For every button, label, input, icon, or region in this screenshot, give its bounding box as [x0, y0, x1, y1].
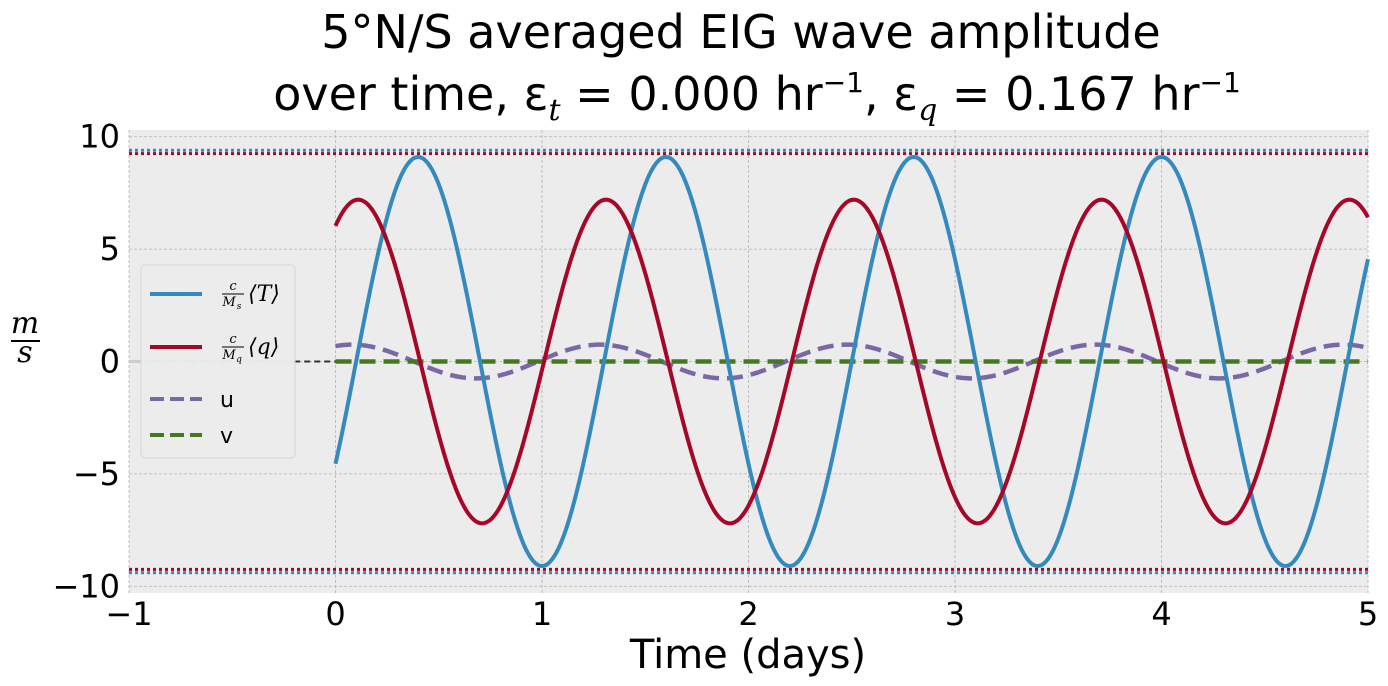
title-sep: , ε — [864, 67, 918, 121]
y-tick-label: 10 — [79, 118, 120, 156]
x-tick-label: 2 — [738, 595, 758, 633]
y-axis-label: m s — [11, 306, 40, 370]
legend-box — [140, 264, 296, 459]
legend-T-den: M — [221, 295, 236, 310]
x-ticks: −1 0 1 2 3 4 5 — [105, 595, 1378, 633]
chart-title-line1: 5°N/S averaged EIG wave amplitude — [321, 5, 1160, 59]
legend-q-den-sub: q — [236, 355, 242, 365]
x-tick-label: 5 — [1358, 595, 1378, 633]
series-line-u — [335, 342, 1369, 381]
y-tick-label: 5 — [100, 230, 120, 268]
legend-q-num: c — [229, 332, 237, 347]
legend-label-u: u — [220, 388, 234, 413]
legend-label-v: v — [220, 424, 233, 449]
y-ticks: −10 −5 0 5 10 — [52, 118, 120, 606]
x-tick-label: 0 — [325, 595, 345, 633]
x-tick-label: −1 — [105, 595, 152, 633]
x-tick-label: 4 — [1151, 595, 1171, 633]
y-tick-label: −5 — [73, 455, 120, 493]
legend-T-den-sub: s — [237, 302, 242, 312]
legend-T-var: ⟨T⟩ — [248, 282, 280, 307]
legend: c M s ⟨T⟩ c M q ⟨q⟩ u v — [140, 264, 296, 459]
y-axis-label-den: s — [17, 335, 32, 370]
x-axis-label: Time (days) — [629, 632, 866, 678]
legend-label-q: c M q ⟨q⟩ — [221, 332, 279, 365]
title-eq1: = 0.000 hr — [561, 67, 823, 121]
title-sup1: −1 — [823, 66, 864, 99]
title-eq2: = 0.167 hr — [937, 67, 1199, 121]
title-sup2: −1 — [1199, 66, 1240, 99]
series-group — [333, 154, 1370, 569]
title-sub-t: t — [548, 93, 561, 128]
y-axis-label-num: m — [11, 306, 39, 341]
title-sub-q: q — [918, 93, 937, 128]
legend-q-den: M — [221, 348, 236, 363]
series-line-cmqq — [333, 197, 1370, 526]
y-tick-label: 0 — [100, 343, 120, 381]
x-tick-label: 1 — [532, 595, 552, 633]
legend-q-var: ⟨q⟩ — [248, 335, 279, 360]
y-tick-label: −10 — [52, 567, 120, 605]
legend-T-num: c — [229, 279, 237, 294]
title-prefix: over time, ε — [273, 67, 548, 121]
legend-label-T: c M s ⟨T⟩ — [221, 279, 280, 312]
chart-title-line2: over time, εt = 0.000 hr−1, εq = 0.167 h… — [273, 66, 1241, 128]
x-tick-label: 3 — [945, 595, 965, 633]
